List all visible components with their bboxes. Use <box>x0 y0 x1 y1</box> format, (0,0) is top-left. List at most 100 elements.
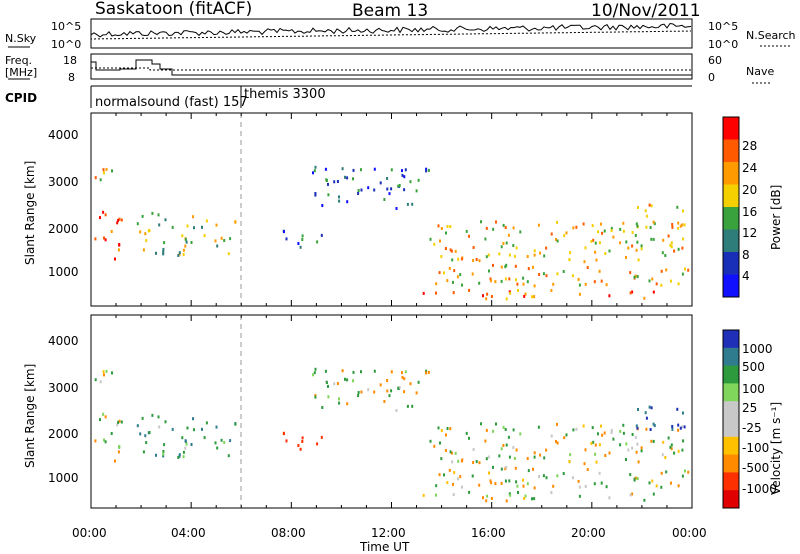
power-cell <box>490 295 493 298</box>
power-cell <box>504 226 507 229</box>
velocity-cell <box>299 447 302 451</box>
velocity-cell <box>583 462 586 466</box>
power-cell <box>110 230 113 233</box>
power-cell <box>661 251 664 255</box>
power-cell <box>519 230 522 234</box>
power-cell <box>177 254 180 257</box>
velocity-cell <box>515 448 518 452</box>
velocity-cell <box>676 407 679 411</box>
velocity-cell <box>162 450 165 453</box>
power-cell <box>422 291 425 295</box>
power-cell <box>117 218 120 222</box>
velocity-cell <box>445 433 447 437</box>
power-cell <box>472 259 475 262</box>
velocity-cell <box>401 375 404 379</box>
velocity-cell <box>526 482 529 486</box>
power-cell <box>584 282 587 286</box>
velocity-cell <box>631 492 634 496</box>
xtick-2: 08:00 <box>271 526 306 540</box>
velocity-cell <box>352 379 354 383</box>
power-cell <box>485 255 488 259</box>
velocity-cell <box>533 451 536 455</box>
power-cell <box>660 283 663 287</box>
velocity-ytick-1000: 1000 <box>48 471 79 485</box>
velocity-cell <box>461 485 463 489</box>
velocity-cell <box>429 439 432 443</box>
velocity-cell <box>562 472 565 475</box>
cpid-mode-1: normalsound (fast) 157 <box>95 95 248 110</box>
power-cell <box>492 227 495 231</box>
velocity-ylabel: Slant Range [km] <box>23 364 37 468</box>
velocity-cell <box>577 479 580 483</box>
velocity-cell <box>192 417 194 421</box>
velocity-cell <box>450 451 453 455</box>
power-cell <box>556 272 559 276</box>
power-cell <box>625 256 627 259</box>
velocity-cell <box>459 475 462 479</box>
power-cell <box>440 255 443 259</box>
velocity-cell <box>338 401 341 405</box>
velocity-cell <box>465 431 468 435</box>
power-cell <box>543 254 546 258</box>
power-cell <box>523 294 526 298</box>
velocity-cell <box>538 475 541 478</box>
power-ytick-2000: 2000 <box>48 222 79 236</box>
velocity-cell <box>584 484 587 488</box>
power-cell <box>103 236 105 240</box>
power-cell <box>676 205 679 209</box>
power-cell <box>390 168 393 172</box>
power-cell <box>667 234 670 238</box>
power-cell <box>352 168 355 172</box>
power-ytick-4000: 4000 <box>48 128 79 142</box>
power-cell <box>139 230 142 234</box>
power-cell <box>502 242 505 245</box>
velocity-cell <box>449 427 452 431</box>
velocity-cell <box>373 369 376 373</box>
noise-search-series <box>90 30 692 40</box>
velocity-cell <box>555 440 557 443</box>
power-cell <box>386 187 389 191</box>
power-cell <box>537 223 540 227</box>
velocity-cell <box>673 451 676 455</box>
power-cell <box>162 250 165 254</box>
velocity-cell <box>644 411 647 415</box>
power-cell <box>234 220 237 224</box>
power-cell <box>373 188 376 192</box>
velocity-cell <box>598 471 601 475</box>
velocity-cell <box>164 420 167 424</box>
power-cell <box>605 283 608 287</box>
velocity-cell <box>435 493 437 497</box>
power-cell <box>449 248 452 252</box>
velocity-cell <box>631 433 634 436</box>
power-cell <box>397 184 400 188</box>
power-cell <box>344 175 346 179</box>
power-cell <box>539 251 542 255</box>
velocity-cell <box>227 454 230 458</box>
velocity-cell <box>601 433 604 437</box>
velocity-cell <box>539 453 542 457</box>
velocity-cell <box>625 458 627 461</box>
velocity-cell <box>435 484 438 488</box>
power-cell <box>516 282 519 286</box>
velocity-cell <box>446 481 449 485</box>
power-colorbar-band <box>723 274 739 298</box>
power-cbar-tick-4: 4 <box>742 269 750 283</box>
velocity-cell <box>357 394 360 397</box>
power-cell <box>636 275 639 279</box>
velocity-cell <box>683 425 686 429</box>
power-cell <box>637 206 639 209</box>
power-cell <box>325 179 328 182</box>
velocity-cell <box>383 400 386 403</box>
power-cell <box>648 279 651 283</box>
velocity-cell <box>403 390 406 394</box>
power-cell <box>301 234 304 238</box>
velocity-cell <box>677 484 680 488</box>
velocity-cell <box>162 454 165 458</box>
noise-right-tick-top: 10^5 <box>708 20 738 33</box>
power-cell <box>314 192 317 195</box>
power-cbar-tick-12: 12 <box>742 226 757 240</box>
velocity-cell <box>487 455 490 459</box>
velocity-cell <box>542 474 545 478</box>
velocity-cell <box>114 459 116 463</box>
velocity-cell <box>515 480 518 484</box>
